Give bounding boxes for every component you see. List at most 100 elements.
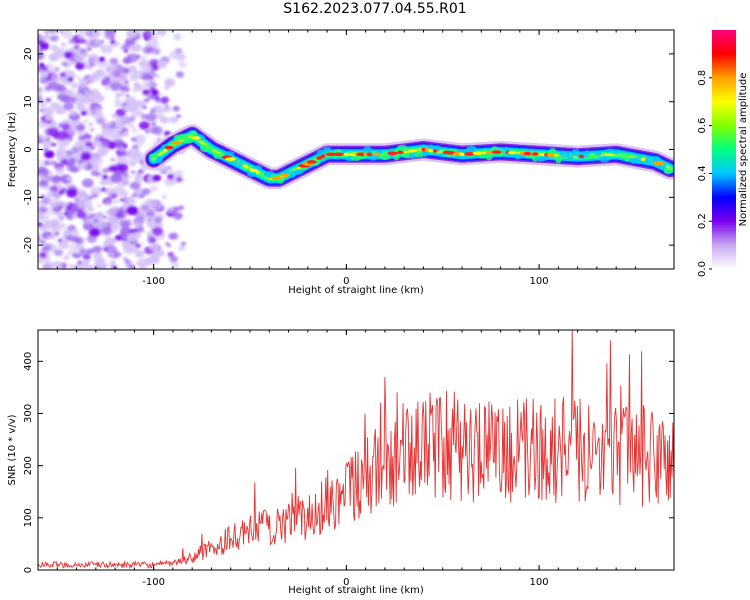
noise-speck: [49, 68, 58, 75]
noise-speck: [66, 176, 73, 182]
noise-speck: [50, 160, 57, 166]
noise-speck: [41, 136, 47, 141]
noise-speck: [119, 190, 129, 198]
noise-speck: [97, 203, 102, 208]
noise-speck: [91, 191, 98, 196]
noise-speck: [166, 243, 171, 247]
snr-ytick-label: 100: [23, 508, 34, 527]
noise-speck: [154, 74, 160, 79]
noise-speck: [48, 30, 57, 34]
noise-speck: [73, 44, 80, 50]
ridge-hotspot: [508, 150, 516, 155]
noise-speck: [49, 185, 59, 193]
colorbar-tick-label: 0.8: [697, 70, 708, 86]
noise-speck: [64, 89, 74, 97]
noise-speck: [44, 150, 55, 159]
noise-speck: [88, 227, 101, 237]
noise-speck: [48, 96, 53, 100]
ridge-bump: [293, 169, 304, 175]
noise-speck: [154, 49, 160, 54]
ridge-bump: [396, 144, 408, 152]
ridge-hotspot: [578, 154, 585, 159]
noise-speck: [72, 146, 77, 150]
noise-speck: [129, 124, 135, 129]
noise-speck: [48, 53, 60, 62]
noise-speck: [39, 252, 47, 258]
noise-speck: [74, 197, 79, 201]
noise-speck: [40, 70, 50, 78]
noise-speck: [149, 87, 156, 92]
noise-speck: [149, 243, 159, 251]
noise-speck: [76, 103, 85, 110]
noise-speck: [151, 174, 162, 182]
noise-speck: [100, 40, 105, 44]
noise-speck: [72, 255, 77, 259]
noise-speck: [99, 44, 105, 49]
noise-speck: [142, 46, 153, 54]
noise-speck: [68, 96, 77, 103]
noise-speck: [68, 38, 75, 44]
spectrogram-plot: [38, 30, 674, 269]
noise-speck: [172, 33, 182, 41]
noise-speck: [92, 139, 101, 147]
snr-xlabel: Height of straight line (km): [288, 585, 424, 596]
noise-speckles: [38, 30, 187, 269]
noise-speck: [84, 90, 90, 95]
heatmap-ytick-label: 20: [23, 48, 34, 61]
snr-xtick-label: -100: [142, 577, 165, 588]
noise-speck: [38, 120, 49, 129]
noise-speck: [110, 157, 116, 162]
heatmap-ytick-label: 10: [23, 95, 34, 108]
noise-speck: [140, 113, 149, 120]
noise-speck: [81, 178, 94, 188]
noise-speck: [136, 258, 149, 268]
noise-speck: [70, 229, 80, 236]
noise-speck: [55, 84, 66, 93]
noise-speck: [41, 197, 51, 205]
noise-speck: [134, 249, 145, 258]
ridge-hotspot: [163, 148, 168, 153]
noise-speck: [148, 75, 154, 80]
noise-speck: [77, 260, 82, 264]
noise-speck: [79, 249, 91, 258]
noise-speck: [104, 86, 110, 91]
colorbar-tick-label: 0.0: [697, 261, 708, 277]
noise-speck: [46, 235, 52, 240]
ridge-hotspot: [280, 173, 289, 178]
noise-speck: [80, 110, 87, 116]
noise-speck: [57, 138, 70, 148]
ridge-bump: [485, 153, 493, 161]
noise-speck: [56, 147, 66, 155]
ridge-bump: [565, 154, 574, 160]
noise-speck: [147, 235, 154, 241]
ridge-bump: [393, 154, 400, 161]
noise-speck: [150, 185, 158, 192]
ridge-hotspot: [271, 176, 283, 180]
noise-speck: [59, 216, 65, 221]
ridge-hotspot: [225, 157, 237, 161]
ridge-bump: [208, 147, 215, 152]
ridge-bump: [491, 146, 498, 152]
noise-speck: [173, 169, 184, 178]
noise-speck: [137, 100, 146, 107]
noise-speck: [130, 199, 137, 205]
noise-speck: [109, 57, 119, 65]
heatmap-ylabel: Frequency (Hz): [7, 112, 18, 188]
noise-speck: [147, 66, 152, 70]
noise-speck: [124, 259, 131, 265]
noise-speck: [98, 263, 106, 269]
noise-speck: [120, 220, 131, 228]
noise-speck: [75, 243, 85, 250]
colorbar-tick-label: 0.2: [697, 213, 708, 229]
colorbar-tick-label: 0.4: [697, 165, 708, 181]
ridge-bump: [363, 146, 372, 154]
noise-speck: [168, 232, 178, 240]
noise-speck: [50, 44, 59, 52]
noise-speck: [123, 98, 129, 104]
noise-speck: [47, 127, 59, 137]
noise-speck: [101, 141, 109, 148]
snr-series-line: [38, 330, 674, 570]
ridge-hotspot: [396, 150, 404, 155]
noise-speck: [114, 234, 123, 241]
noise-speck: [152, 126, 164, 135]
